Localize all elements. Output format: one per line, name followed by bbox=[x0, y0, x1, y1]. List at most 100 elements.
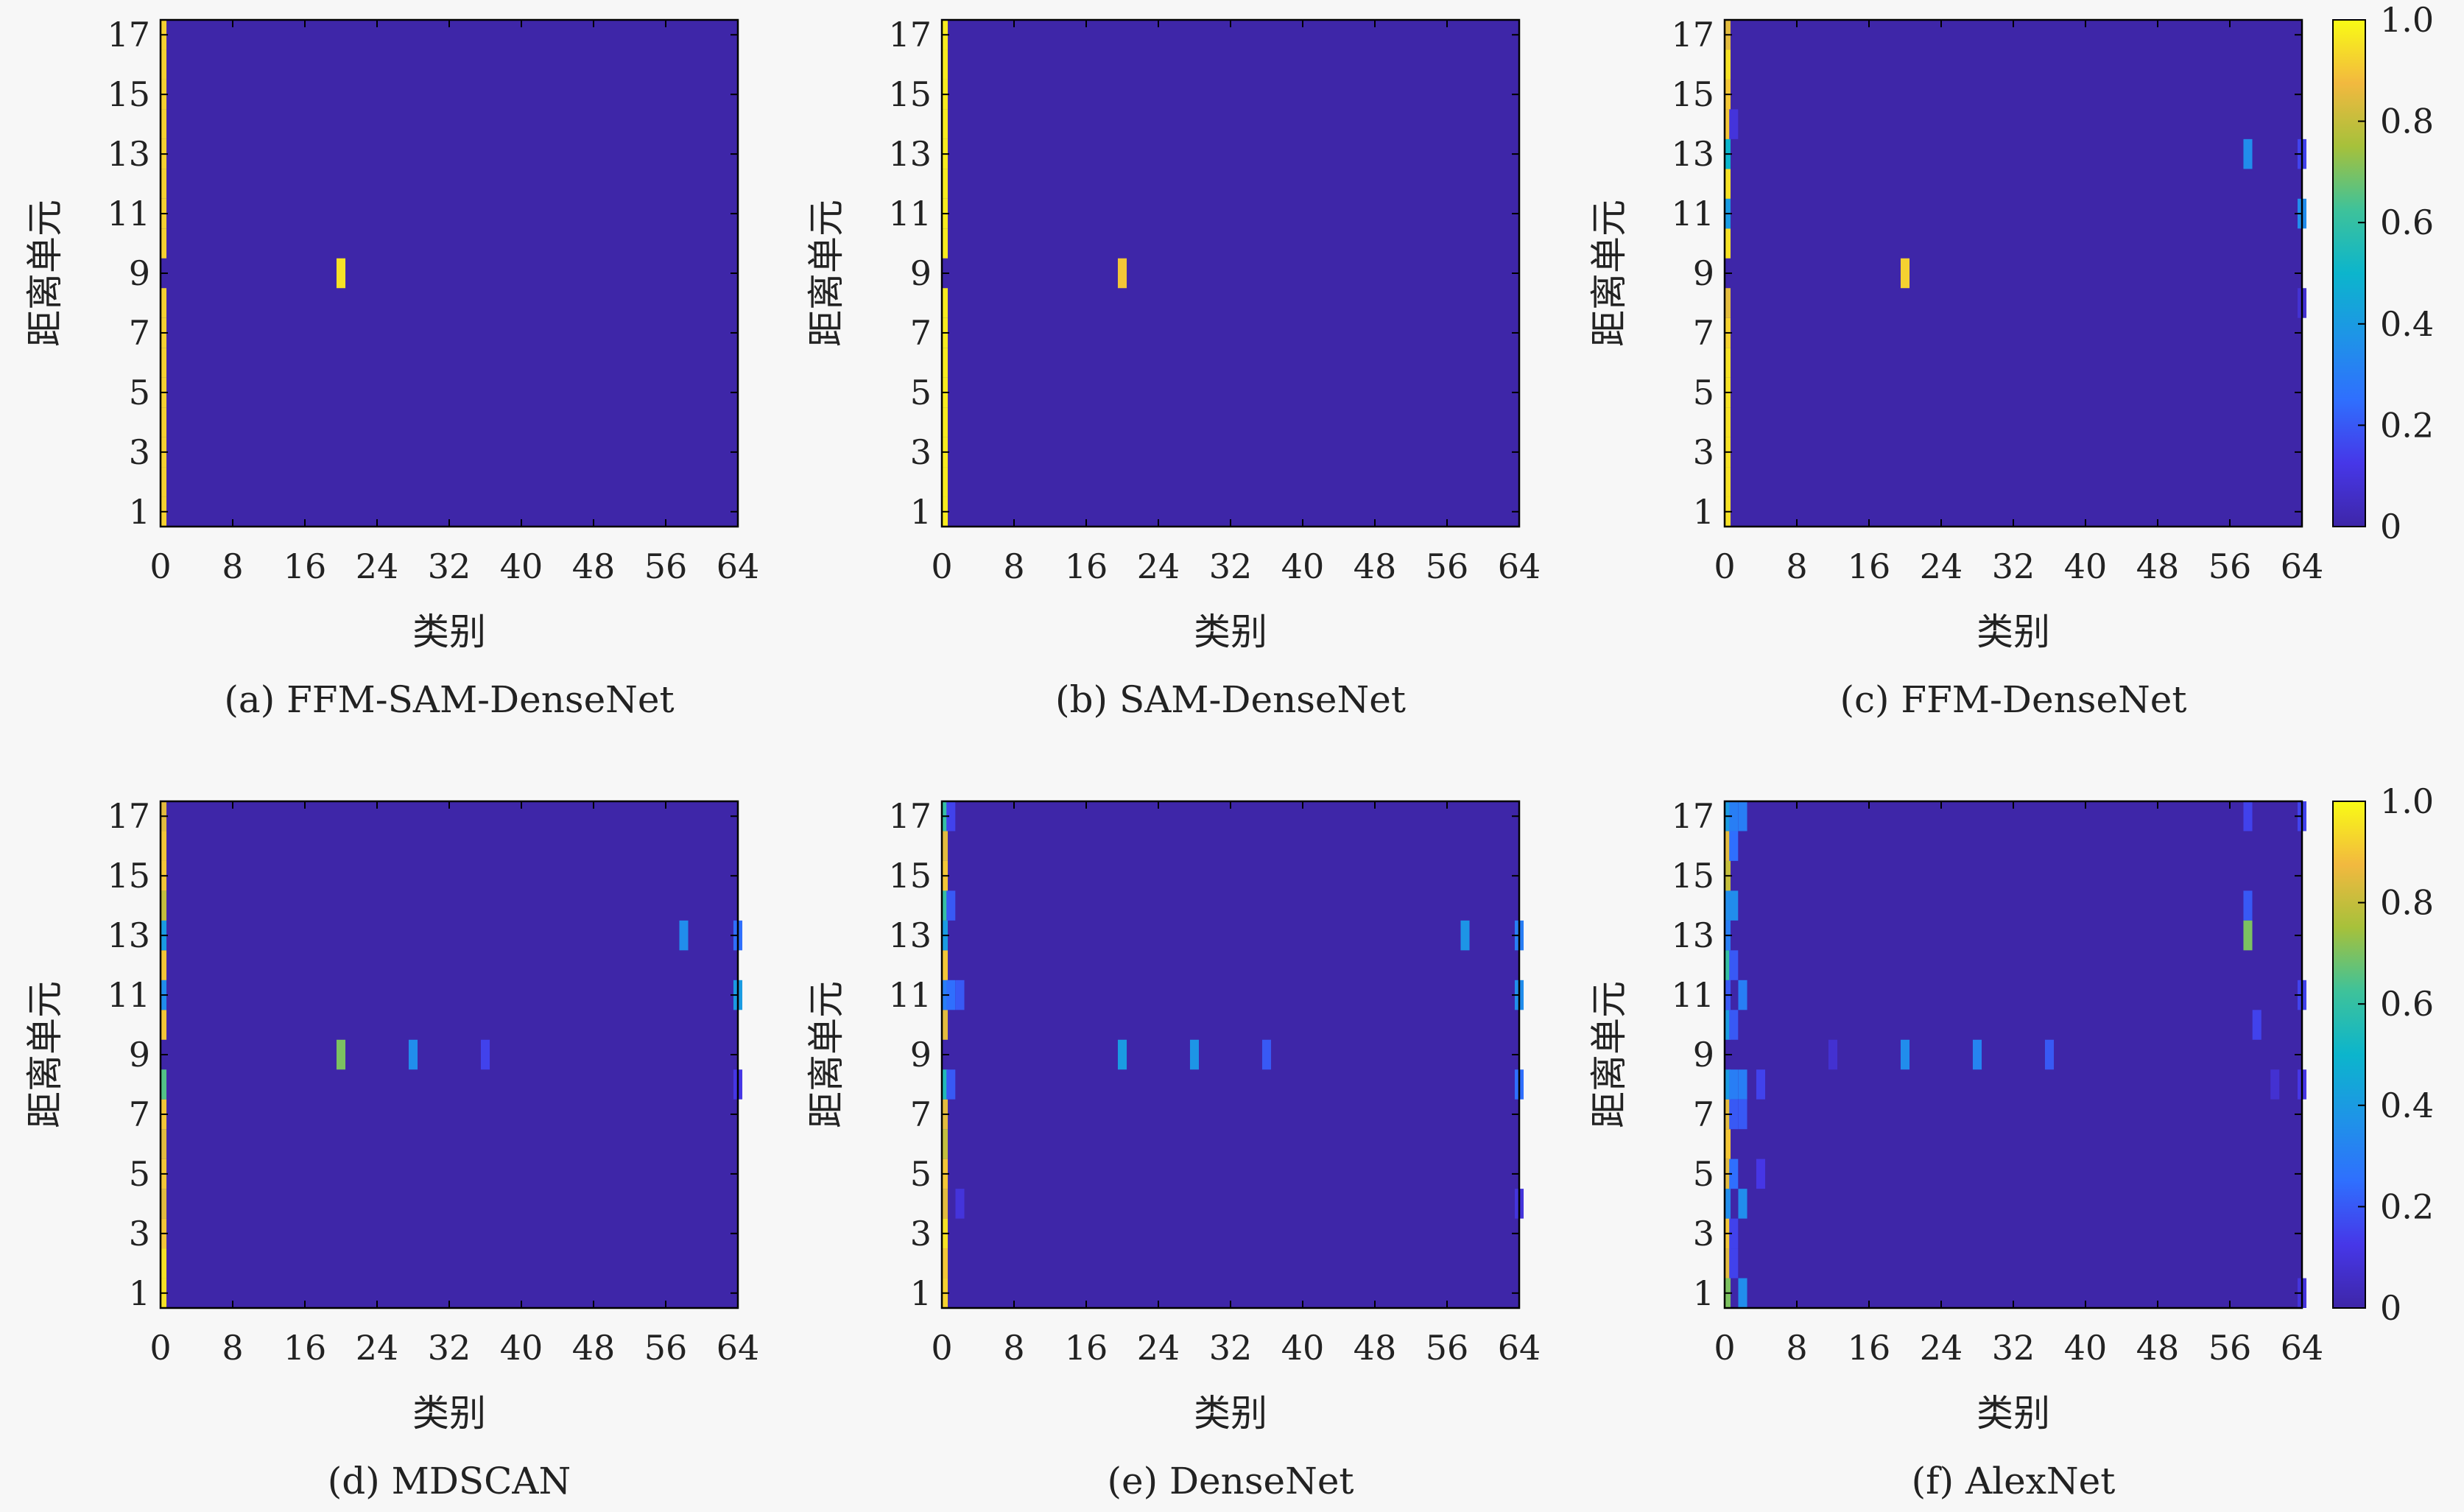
colorbar-tick-label: 1.0 bbox=[2380, 781, 2434, 821]
y-tick-label: 15 bbox=[107, 74, 150, 114]
x-tick-label: 56 bbox=[2208, 1328, 2252, 1368]
heatmap-cell bbox=[2252, 1010, 2261, 1040]
colorbar-tick-label: 0.2 bbox=[2380, 405, 2434, 445]
y-tick-label: 5 bbox=[910, 373, 932, 412]
x-tick-label: 48 bbox=[1354, 1328, 1397, 1368]
y-tick-label: 5 bbox=[1693, 373, 1714, 412]
colorbar-tick-label: 0.8 bbox=[2380, 102, 2434, 141]
x-tick-label: 16 bbox=[284, 1328, 327, 1368]
y-tick-label: 11 bbox=[888, 194, 932, 233]
x-tick-label: 16 bbox=[1065, 546, 1108, 586]
y-tick-label: 3 bbox=[129, 432, 150, 472]
heatmap-cell bbox=[2243, 138, 2253, 169]
y-tick-label: 17 bbox=[107, 796, 150, 836]
heatmap-cell bbox=[1725, 109, 1731, 139]
heatmap-cell bbox=[955, 980, 965, 1010]
y-tick-label: 17 bbox=[1671, 15, 1714, 54]
heatmap-cell bbox=[1729, 890, 1739, 921]
x-tick-label: 8 bbox=[1003, 1328, 1024, 1368]
y-tick-label: 3 bbox=[910, 1214, 932, 1253]
y-tick-label: 7 bbox=[1693, 1094, 1714, 1134]
heatmap-cell bbox=[1261, 1039, 1272, 1070]
colorbar-gradient bbox=[2332, 801, 2366, 1309]
heatmap-background bbox=[161, 20, 738, 527]
heatmap-cell bbox=[1729, 1218, 1739, 1249]
heatmap-cell bbox=[955, 1189, 965, 1219]
heatmap-cell bbox=[679, 920, 689, 951]
heatmap-cell bbox=[1738, 1189, 1747, 1219]
x-tick-label: 56 bbox=[644, 1328, 688, 1368]
heatmap-background bbox=[942, 801, 1519, 1308]
y-tick-label: 5 bbox=[129, 1154, 150, 1194]
y-tick-label: 15 bbox=[107, 856, 150, 896]
x-tick-label: 64 bbox=[2281, 546, 2324, 586]
heatmap-cell bbox=[942, 1129, 948, 1159]
y-tick-label: 1 bbox=[129, 492, 150, 532]
y-tick-label: 13 bbox=[888, 134, 932, 174]
panel-caption: (c) FFM-DenseNet bbox=[1840, 678, 2187, 721]
y-tick-label: 9 bbox=[910, 1035, 932, 1075]
x-tick-label: 0 bbox=[1714, 546, 1735, 586]
y-tick-label: 9 bbox=[1693, 253, 1714, 293]
y-tick-label: 3 bbox=[1693, 432, 1714, 472]
heatmap-cell bbox=[946, 801, 956, 831]
heatmap-cell bbox=[1900, 258, 1910, 289]
heatmap-cell bbox=[161, 831, 167, 861]
x-axis-label: 类别 bbox=[1194, 1392, 1267, 1435]
x-tick-label: 32 bbox=[1209, 546, 1253, 586]
heatmap-cell bbox=[161, 1010, 167, 1040]
x-tick-label: 8 bbox=[1786, 1328, 1807, 1368]
heatmap-cell bbox=[1729, 950, 1739, 980]
heatmap-cell bbox=[942, 1248, 948, 1279]
heatmap-background bbox=[1725, 801, 2302, 1308]
x-tick-label: 56 bbox=[2208, 546, 2252, 586]
heatmap-background bbox=[1725, 20, 2302, 527]
x-tick-label: 56 bbox=[1426, 546, 1469, 586]
x-axis-label: 类别 bbox=[1977, 1392, 2050, 1435]
heatmap-cell bbox=[1725, 1248, 1731, 1279]
x-tick-label: 32 bbox=[1992, 546, 2035, 586]
y-tick-label: 7 bbox=[129, 1094, 150, 1134]
colorbar-tick-label: 0 bbox=[2380, 1288, 2401, 1328]
x-tick-label: 0 bbox=[149, 1328, 171, 1368]
x-tick-label: 8 bbox=[222, 1328, 243, 1368]
heatmap-cell bbox=[1729, 1248, 1739, 1279]
heatmap-cell bbox=[1900, 1039, 1910, 1070]
heatmap-cell bbox=[1738, 801, 1747, 831]
x-tick-label: 64 bbox=[1498, 1328, 1541, 1368]
heatmap-cell bbox=[1729, 1099, 1739, 1130]
heatmap-cell bbox=[161, 407, 167, 437]
heatmap-cell bbox=[161, 890, 167, 921]
x-axis-label: 类别 bbox=[412, 1392, 486, 1435]
heatmap-cell bbox=[942, 288, 948, 318]
heatmap-cell bbox=[161, 1069, 167, 1100]
y-tick-label: 11 bbox=[888, 975, 932, 1015]
heatmap-cell bbox=[1972, 1039, 1982, 1070]
heatmap-cell bbox=[1725, 467, 1731, 497]
x-tick-label: 24 bbox=[1137, 1328, 1180, 1368]
y-tick-label: 11 bbox=[107, 194, 150, 233]
panel-caption: (b) SAM-DenseNet bbox=[1055, 678, 1406, 721]
panel-caption: (e) DenseNet bbox=[1107, 1460, 1354, 1502]
heatmap-cell bbox=[1738, 1069, 1747, 1100]
heatmap-cell bbox=[1725, 1189, 1731, 1219]
heatmap-cell bbox=[1725, 169, 1731, 199]
y-tick-label: 17 bbox=[888, 15, 932, 54]
heatmap-cell bbox=[1729, 109, 1739, 139]
heatmap-cell bbox=[1756, 1158, 1766, 1189]
heatmap-cell bbox=[1725, 1069, 1731, 1100]
heatmap-cell bbox=[1189, 1039, 1200, 1070]
heatmap-cell bbox=[942, 1189, 948, 1219]
y-tick-label: 17 bbox=[107, 15, 150, 54]
x-tick-label: 48 bbox=[1354, 546, 1397, 586]
heatmap-cell bbox=[1725, 288, 1731, 318]
y-tick-label: 17 bbox=[1671, 796, 1714, 836]
colorbar: 0 0.2 0.4 0.6 0.8 1.0 bbox=[2332, 0, 2434, 546]
x-tick-label: 0 bbox=[931, 546, 952, 586]
heatmap-cell bbox=[942, 348, 948, 378]
y-tick-label: 5 bbox=[1693, 1154, 1714, 1194]
